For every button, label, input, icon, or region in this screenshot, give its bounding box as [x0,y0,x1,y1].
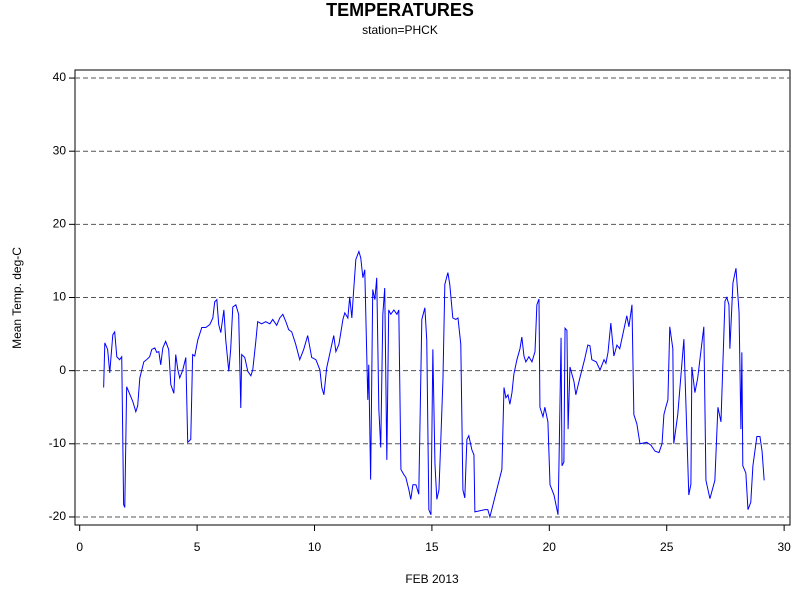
x-tick-label: 20 [543,540,557,554]
x-tick-label: 10 [308,540,322,554]
y-tick-label: 10 [53,290,67,304]
x-tick-label: 0 [76,540,83,554]
x-tick-label: 15 [425,540,439,554]
x-tick-label: 5 [194,540,201,554]
x-tick-label: 25 [660,540,674,554]
y-tick-label: -10 [49,436,67,450]
y-axis-label: Mean Temp. deg-C [10,247,24,349]
y-tick-label: 40 [53,70,67,84]
x-tick-label: 30 [777,540,791,554]
y-tick-label: 30 [53,143,67,157]
y-tick-label: 0 [59,363,66,377]
x-axis-label: FEB 2013 [405,572,459,586]
y-tick-label: -20 [49,509,67,523]
data-line [103,249,765,519]
chart-title: TEMPERATURES [326,0,474,20]
y-tick-label: 20 [53,217,67,231]
chart-subtitle: station=PHCK [362,23,438,37]
